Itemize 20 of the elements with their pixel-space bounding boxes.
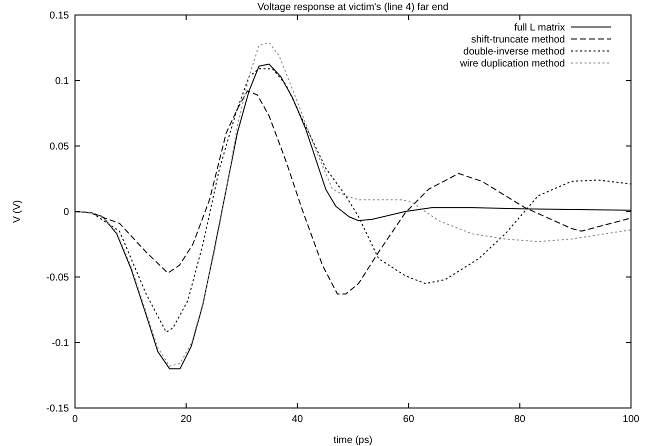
y-tick-label: 0.15 bbox=[50, 10, 70, 22]
legend-label: shift-truncate method bbox=[471, 34, 565, 46]
x-tick-label: 0 bbox=[72, 414, 78, 425]
legend-label: wire duplication method bbox=[458, 58, 565, 70]
x-tick-label: 80 bbox=[514, 414, 526, 425]
y-tick-label: -0.1 bbox=[52, 338, 70, 349]
legend-label: double-inverse method bbox=[463, 46, 565, 58]
y-axis-title: V (V) bbox=[12, 200, 23, 223]
chart-title: Voltage response at victim's (line 4) far end bbox=[258, 2, 448, 13]
y-tick-label: -0.05 bbox=[46, 272, 70, 284]
y-tick-label: -0.15 bbox=[46, 404, 70, 414]
x-axis-title: time (ps) bbox=[334, 435, 372, 446]
x-tick-label: 20 bbox=[180, 414, 192, 425]
x-tick-label: 100 bbox=[622, 414, 640, 425]
y-tick-label: 0.1 bbox=[55, 76, 70, 87]
y-tick-label: 0.05 bbox=[50, 142, 70, 152]
x-tick-label: 40 bbox=[292, 414, 304, 425]
legend-label: full L matrix bbox=[514, 22, 565, 34]
x-tick-label: 60 bbox=[403, 414, 415, 425]
y-tick-label: 0 bbox=[63, 207, 70, 218]
